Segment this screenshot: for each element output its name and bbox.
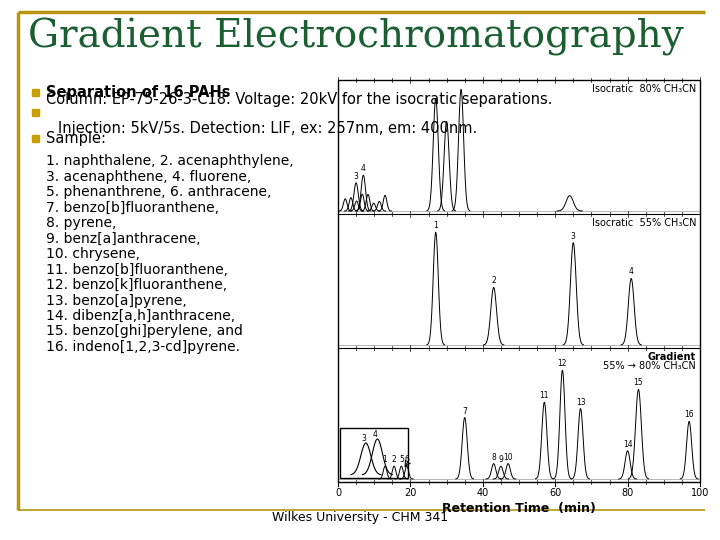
Text: 3. acenaphthene, 4. fluorene,: 3. acenaphthene, 4. fluorene, [46,170,251,184]
Text: 6: 6 [405,455,409,464]
Text: 1. naphthalene, 2. acenaphthylene,: 1. naphthalene, 2. acenaphthylene, [46,154,294,168]
Text: 40: 40 [477,488,489,498]
Text: Injection: 5kV/5s. Detection: LIF, ex: 257nm, em: 400nm.: Injection: 5kV/5s. Detection: LIF, ex: 2… [58,121,477,136]
Text: 12. benzo[k]fluoranthene,: 12. benzo[k]fluoranthene, [46,278,227,292]
Text: 55% → 80% CH₃CN: 55% → 80% CH₃CN [603,361,696,371]
Text: 4: 4 [361,164,366,173]
Bar [32,89,39,96]
Text: 0: 0 [335,488,341,498]
Text: Sample:: Sample: [46,131,106,145]
Text: 80: 80 [621,488,634,498]
Text: 12: 12 [558,359,567,368]
Text: 2: 2 [392,455,397,464]
Text: Column: EP-75-26-3-C18. Voltage: 20kV for the isocratic separations.: Column: EP-75-26-3-C18. Voltage: 20kV fo… [46,92,552,107]
Text: Separation of 16 PAHs: Separation of 16 PAHs [46,84,230,99]
Text: 13: 13 [576,397,585,407]
Text: 8: 8 [491,453,496,462]
Text: 1: 1 [433,221,438,231]
Text: 7: 7 [462,407,467,416]
Text: 2: 2 [491,276,496,286]
Bar [340,428,408,478]
Text: 7. benzo[b]fluoranthene,: 7. benzo[b]fluoranthene, [46,200,219,214]
Text: 8. pyrene,: 8. pyrene, [46,216,117,230]
Bar [32,134,39,141]
Text: 11. benzo[b]fluoranthene,: 11. benzo[b]fluoranthene, [46,262,228,276]
Text: 10: 10 [503,453,513,462]
Text: 3: 3 [361,434,366,443]
Text: 3: 3 [354,172,359,181]
Text: 100: 100 [690,488,709,498]
Text: 4: 4 [629,267,634,276]
Text: 15. benzo[ghi]perylene, and: 15. benzo[ghi]perylene, and [46,325,243,339]
Bar [32,109,39,116]
Text: 5. phenanthrene, 6. anthracene,: 5. phenanthrene, 6. anthracene, [46,185,271,199]
Text: 14: 14 [623,440,632,449]
Bar [338,80,700,482]
Text: Isocratic  80% CH₃CN: Isocratic 80% CH₃CN [592,84,696,94]
Text: 13. benzo[a]pyrene,: 13. benzo[a]pyrene, [46,294,186,307]
Text: 9. benz[a]anthracene,: 9. benz[a]anthracene, [46,232,200,246]
Text: 4: 4 [373,430,378,439]
Text: 16. indeno[1,2,3-cd]pyrene.: 16. indeno[1,2,3-cd]pyrene. [46,340,240,354]
Text: Retention Time  (min): Retention Time (min) [442,502,596,515]
Text: 11: 11 [539,391,549,400]
Text: Gradient: Gradient [648,352,696,362]
Text: 10. chrysene,: 10. chrysene, [46,247,140,261]
Text: 20: 20 [404,488,417,498]
Text: 16: 16 [684,410,694,420]
Text: 3: 3 [571,232,576,241]
Text: 15: 15 [634,379,643,387]
Text: Gradient Electrochromatography: Gradient Electrochromatography [28,18,684,56]
Text: 60: 60 [549,488,562,498]
Text: Wilkes University - CHM 341: Wilkes University - CHM 341 [272,511,448,524]
Text: Isocratic  55% CH₃CN: Isocratic 55% CH₃CN [592,218,696,228]
Text: 14. dibenz[a,h]anthracene,: 14. dibenz[a,h]anthracene, [46,309,235,323]
Text: 9: 9 [498,455,503,464]
Text: 1: 1 [383,455,387,464]
Text: 5: 5 [399,455,404,464]
